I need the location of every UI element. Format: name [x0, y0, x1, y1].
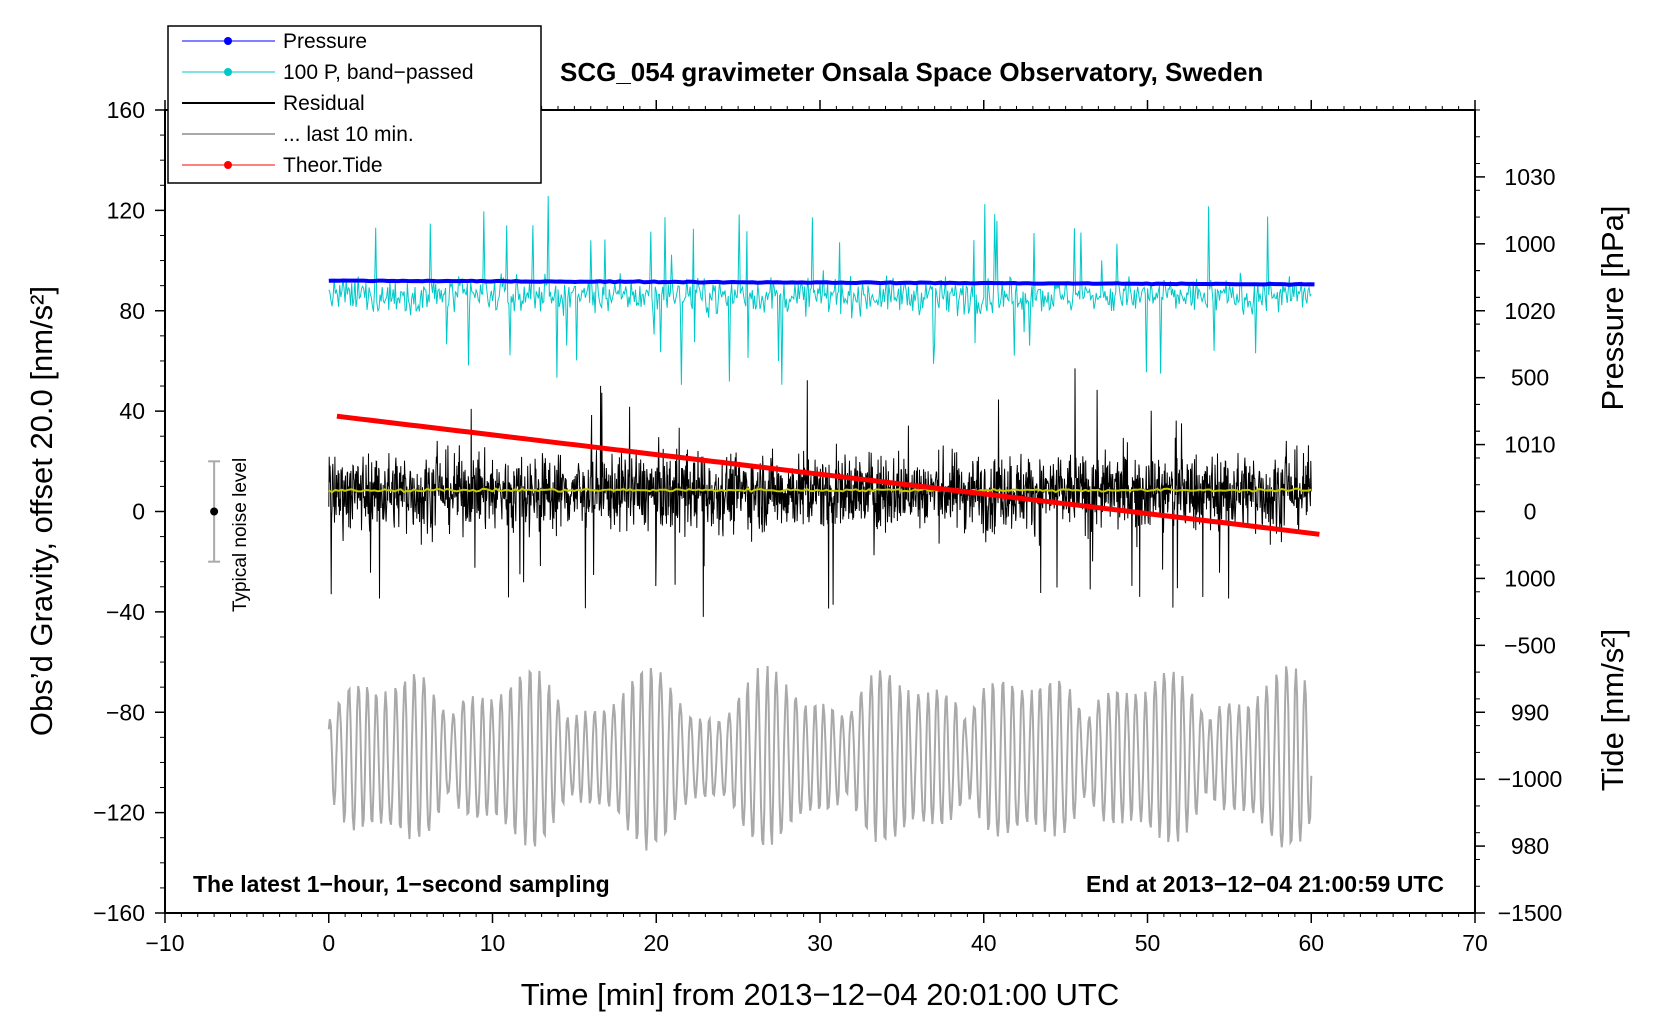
end-time-annotation: End at 2013−12−04 21:00:59 UTC	[1086, 871, 1444, 897]
y-tick-label: 80	[119, 298, 145, 324]
tide-tick-label: 500	[1511, 365, 1549, 391]
y-axis-title-left: Obs’d Gravity, offset 20.0 [nm/s²]	[24, 286, 59, 736]
series-residual-smoothed-line	[328, 487, 1312, 494]
pressure-tick-label: 980	[1511, 833, 1549, 859]
series-residual-line	[328, 368, 1312, 617]
series-last-10-min-line	[327, 665, 1313, 851]
y-tick-label: 40	[119, 398, 145, 424]
x-tick-label: 60	[1298, 930, 1324, 956]
noise-label: Typical noise level	[230, 458, 251, 612]
legend-label: ... last 10 min.	[283, 123, 414, 146]
series-tide-group	[336, 413, 1320, 537]
series-band-passed-line	[328, 195, 1312, 385]
legend: Pressure 100 P, band−passed Residual ... la…	[167, 25, 542, 184]
y-tick-label: 120	[107, 197, 145, 223]
tide-tick-label: 1000	[1504, 231, 1555, 257]
y-axis-title-pressure: Pressure [hPa]	[1595, 205, 1630, 410]
x-tick-label: 20	[643, 930, 669, 956]
x-tick-label: 30	[807, 930, 833, 956]
y-tick-label: −160	[93, 900, 145, 926]
y-tick-label: 160	[107, 97, 145, 123]
legend-swatch-marker	[224, 161, 232, 169]
x-tick-label: −10	[145, 930, 184, 956]
series-tide-line	[336, 413, 1320, 537]
legend-label: Residual	[283, 92, 365, 115]
legend-label: 100 P, band−passed	[283, 61, 474, 84]
series-band-passed-group	[328, 195, 1312, 385]
pressure-tick-label: 1020	[1504, 298, 1555, 324]
x-axis-title: Time [min] from 2013−12−04 20:01:00 UTC	[521, 977, 1120, 1012]
tide-tick-label: 0	[1524, 499, 1537, 525]
axis-ticks: −10 0 10 20 30 40 50 60 7016012080400−40−80−120−…	[93, 97, 1562, 956]
legend-box	[167, 25, 542, 184]
legend-swatch-marker	[224, 68, 232, 76]
x-tick-label: 0	[322, 930, 335, 956]
series-residual-group	[328, 368, 1312, 617]
pressure-tick-label: 990	[1511, 699, 1549, 725]
tide-tick-label: −1500	[1498, 900, 1563, 926]
legend-swatch-marker	[224, 37, 232, 45]
tide-tick-label: −500	[1504, 632, 1556, 658]
series-last-10-min-group	[327, 665, 1313, 851]
y-tick-label: −40	[106, 599, 145, 625]
tide-tick-label: −1000	[1498, 766, 1563, 792]
y-tick-label: −120	[93, 800, 145, 826]
chart-title: SCG_054 gravimeter Onsala Space Observat…	[560, 57, 1263, 87]
noise-bar-center-dot	[210, 507, 219, 516]
x-tick-label: 50	[1135, 930, 1161, 956]
legend-label: Theor.Tide	[283, 154, 383, 177]
noise-level-indicator	[208, 460, 221, 563]
series-pressure-line	[328, 278, 1315, 287]
y-tick-label: 0	[132, 499, 145, 525]
x-tick-label: 70	[1462, 930, 1488, 956]
series-pressure-group	[328, 278, 1315, 287]
x-tick-label: 40	[971, 930, 997, 956]
series-residual-smoothed-group	[328, 487, 1312, 494]
pressure-tick-label: 1010	[1504, 432, 1555, 458]
y-axis-title-tide: Tide [nm/s²]	[1595, 629, 1630, 792]
sampling-annotation: The latest 1−hour, 1−second sampling	[193, 871, 610, 897]
y-tick-label: −80	[106, 699, 145, 725]
pressure-tick-label: 1030	[1504, 164, 1555, 190]
x-tick-label: 10	[480, 930, 506, 956]
pressure-tick-label: 1000	[1504, 565, 1555, 591]
legend-label: Pressure	[283, 30, 367, 53]
